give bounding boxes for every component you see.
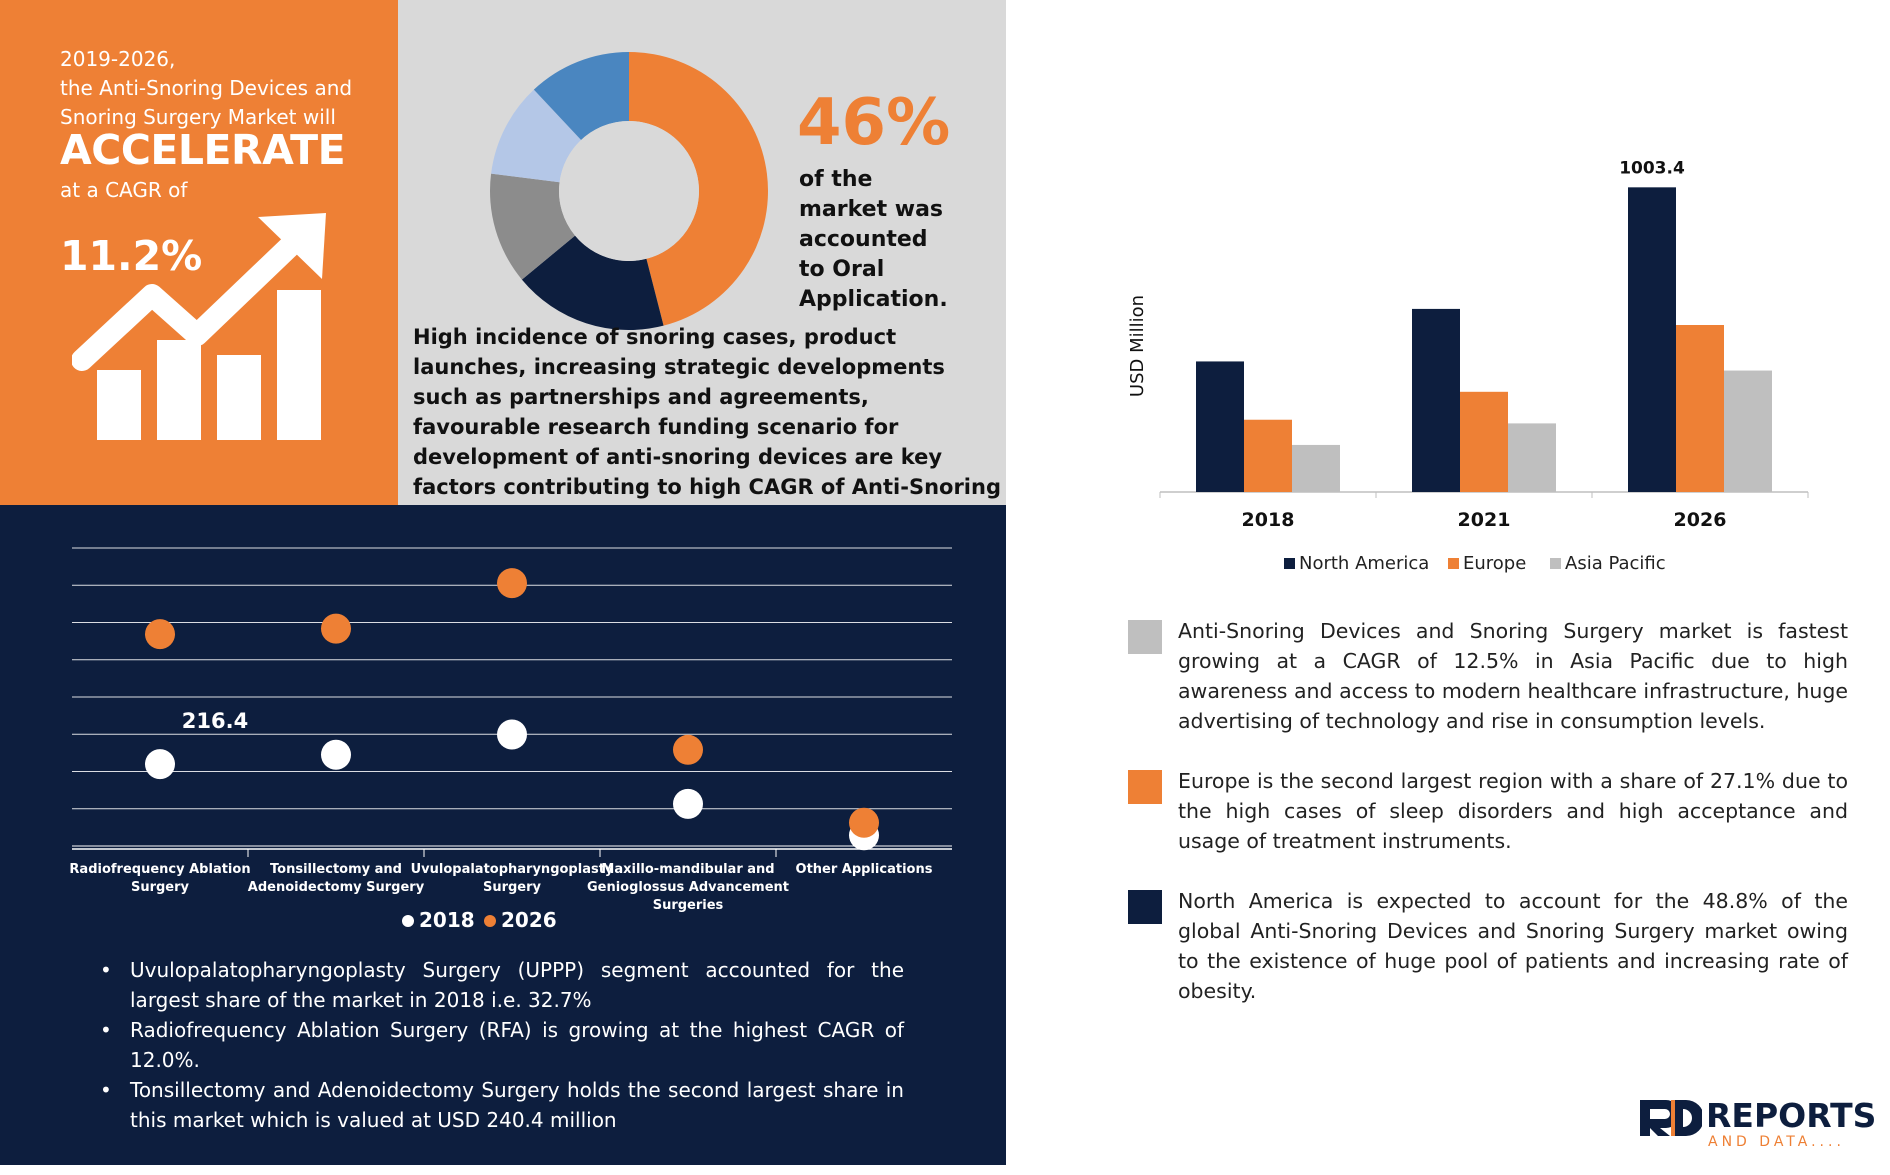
bullet-item: Radiofrequency Ablation Surgery (RFA) is… bbox=[100, 1015, 904, 1075]
logo-mark-icon bbox=[1640, 1100, 1702, 1136]
bar-north-america bbox=[1628, 187, 1676, 492]
donut-hole bbox=[559, 121, 699, 261]
cagr-label: at a CAGR of bbox=[60, 178, 188, 202]
donut-caption: of the market was accounted to Oral Appl… bbox=[799, 167, 948, 312]
data-label: 1003.4 bbox=[1619, 158, 1685, 178]
donut-slice bbox=[490, 173, 576, 280]
year-label: 2018 bbox=[1242, 509, 1295, 531]
intro-line: Snoring Surgery Market will bbox=[60, 105, 336, 129]
donut-slice bbox=[491, 89, 582, 183]
dot-2026 bbox=[673, 734, 703, 765]
reports-and-data-logo: REPORTS AND DATA.... bbox=[1638, 1096, 1876, 1152]
intro-line: the Anti-Snoring Devices and bbox=[60, 76, 353, 100]
category-label-line: Radiofrequency Ablation bbox=[69, 862, 250, 877]
note-text: Europe is the second largest region with… bbox=[1178, 769, 1848, 853]
category-label: Maxillo-mandibular and Genioglossus Advan… bbox=[587, 862, 789, 913]
note-swatch bbox=[1128, 620, 1162, 654]
y-axis-label: USD Million bbox=[1127, 295, 1148, 397]
note-text: North America is expected to account for… bbox=[1178, 889, 1848, 1003]
dot-2026 bbox=[497, 568, 527, 599]
legend-marker bbox=[402, 915, 414, 927]
dot-2018 bbox=[497, 719, 527, 750]
year-label: 2026 bbox=[1674, 509, 1727, 531]
year-label: 2021 bbox=[1458, 509, 1511, 531]
legend-marker bbox=[1448, 558, 1459, 569]
note-swatch bbox=[1128, 770, 1162, 804]
regional-bar-chart: 2018 2021 2026 1003.4 USD Million North Ameri… bbox=[1127, 158, 1809, 574]
cagr-value: 11.2% bbox=[60, 232, 203, 280]
growth-chart-icon bbox=[72, 213, 326, 440]
bar-europe bbox=[1676, 325, 1724, 492]
legend-label: Asia Pacific bbox=[1565, 553, 1666, 574]
category-label: Tonsillectomy and Adenoidectomy Surgery bbox=[248, 862, 425, 895]
legend-label: 2018 bbox=[419, 908, 475, 932]
bar-north-america bbox=[1412, 308, 1460, 492]
category-label-line: Surgery bbox=[483, 880, 542, 895]
data-label: 216.4 bbox=[182, 709, 248, 733]
note-europe: Europe is the second largest region with… bbox=[1128, 766, 1848, 853]
category-label: Radiofrequency Ablation Surgery bbox=[69, 862, 250, 895]
category-label-line: Genioglossus Advancement bbox=[587, 880, 789, 895]
category-label-line: Surgery bbox=[131, 880, 190, 895]
logo-title: REPORTS bbox=[1706, 1096, 1877, 1135]
donut-slice bbox=[629, 52, 768, 326]
note-asia-pacific: Anti-Snoring Devices and Snoring Surgery… bbox=[1128, 616, 1848, 733]
category-label-line: Surgeries bbox=[653, 898, 724, 913]
legend-marker bbox=[1284, 558, 1295, 569]
dot-2026 bbox=[849, 807, 879, 838]
headline-intro: 2019-2026, the Anti-Snoring Devices and … bbox=[60, 45, 380, 132]
bullet-item: Tonsillectomy and Adenoidectomy Surgery … bbox=[100, 1075, 904, 1135]
dot-2018 bbox=[321, 739, 351, 770]
donut-chart bbox=[490, 52, 768, 330]
donut-slice bbox=[521, 235, 664, 330]
application-bullets: Uvulopalatopharyngoplasty Surgery (UPPP)… bbox=[100, 955, 904, 1135]
donut-percent: 46% bbox=[797, 86, 951, 160]
category-label-line: Other Applications bbox=[796, 862, 933, 877]
category-label-line: Adenoidectomy Surgery bbox=[248, 880, 425, 895]
application-dot-chart: Radiofrequency Ablation Surgery Tonsillect… bbox=[69, 547, 952, 932]
legend-label: North America bbox=[1299, 553, 1429, 574]
dot-2018 bbox=[145, 749, 175, 780]
intro-line: 2019-2026, bbox=[60, 47, 176, 71]
category-label-line: Tonsillectomy and bbox=[270, 862, 402, 877]
category-label-line: Maxillo-mandibular and bbox=[601, 862, 774, 877]
bar-asia-pacific bbox=[1508, 423, 1556, 492]
dot-2026 bbox=[321, 613, 351, 644]
bar-asia-pacific bbox=[1724, 370, 1772, 492]
note-swatch bbox=[1128, 890, 1162, 924]
logo-subtitle: AND DATA.... bbox=[1708, 1134, 1845, 1150]
bullet-item: Uvulopalatopharyngoplasty Surgery (UPPP)… bbox=[100, 955, 904, 1015]
category-label: Other Applications bbox=[796, 862, 933, 877]
category-label: Uvulopalatopharyngoplasty Surgery bbox=[411, 862, 614, 895]
bar-north-america bbox=[1196, 361, 1244, 492]
note-north-america: North America is expected to account for… bbox=[1128, 886, 1848, 1003]
legend-marker bbox=[484, 915, 496, 927]
dot-2018 bbox=[673, 788, 703, 819]
dot-2026 bbox=[145, 619, 175, 650]
category-label-line: Uvulopalatopharyngoplasty bbox=[411, 862, 614, 877]
legend-marker bbox=[1550, 558, 1561, 569]
donut-slice bbox=[533, 52, 629, 140]
legend-label: 2026 bbox=[501, 908, 557, 932]
bar-europe bbox=[1460, 391, 1508, 492]
accelerate-heading: ACCELERATE bbox=[60, 126, 346, 174]
bar-europe bbox=[1244, 419, 1292, 492]
legend-label: Europe bbox=[1463, 553, 1526, 574]
note-text: Anti-Snoring Devices and Snoring Surgery… bbox=[1178, 619, 1848, 733]
bar-asia-pacific bbox=[1292, 444, 1340, 492]
